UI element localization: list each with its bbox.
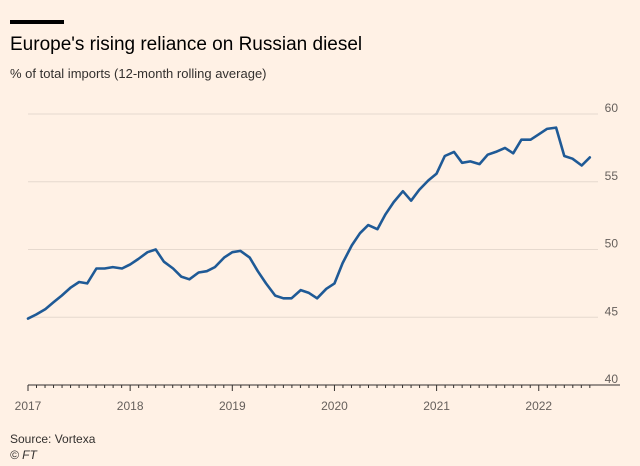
x-tick-label: 2022	[525, 399, 552, 413]
x-tick-label: 2018	[117, 399, 144, 413]
x-tick-label: 2019	[219, 399, 246, 413]
x-axis: 2017 2018 2019 2020 2021 2022	[15, 384, 620, 413]
series-layer	[26, 126, 592, 320]
y-tick-label: 60	[605, 101, 619, 115]
y-tick-label: 45	[605, 304, 619, 318]
credit-note: © FT	[10, 448, 37, 462]
x-tick-label: 2017	[15, 399, 42, 413]
y-tick-label: 55	[605, 169, 619, 183]
chart-title: Europe's rising reliance on Russian dies…	[10, 34, 363, 55]
source-note: Source: Vortexa	[10, 432, 96, 446]
ft-top-bar	[10, 20, 64, 24]
y-axis-labels: 40 45 50 55 60	[605, 101, 619, 386]
x-tick-label: 2021	[423, 399, 450, 413]
gridlines	[28, 113, 598, 318]
x-tick-label: 2020	[321, 399, 348, 413]
y-tick-label: 40	[605, 372, 619, 386]
series-line-0	[26, 126, 592, 320]
chart-subtitle: % of total imports (12-month rolling ave…	[10, 66, 267, 81]
y-tick-label: 50	[605, 237, 619, 251]
